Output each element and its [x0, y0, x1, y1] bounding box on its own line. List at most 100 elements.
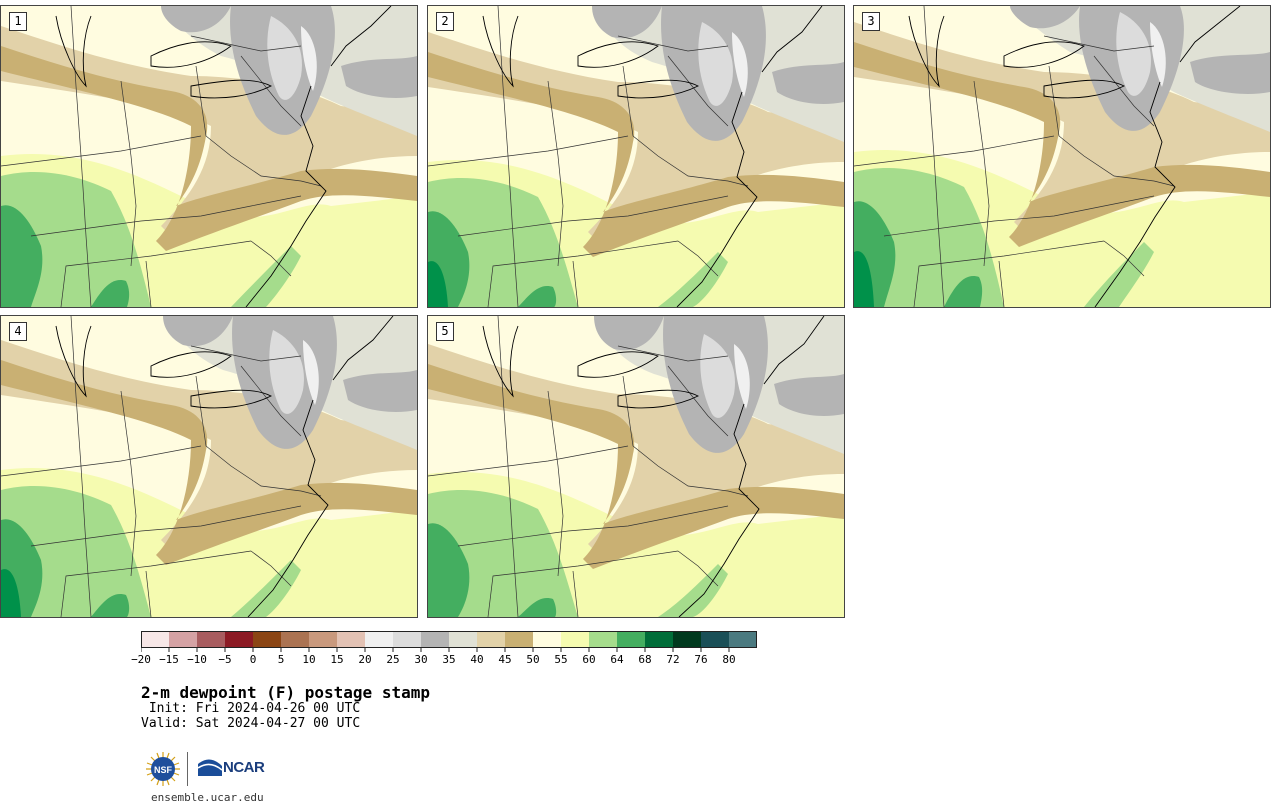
dewpoint-map-4 [1, 316, 417, 617]
colorbar-swatch [225, 631, 253, 648]
offshore-30-35-region [772, 62, 844, 104]
colorbar-tick-label: 60 [582, 653, 596, 666]
colorbar-tick-label: 64 [610, 653, 624, 666]
canada-30-35-region [592, 6, 662, 39]
coastlines [908, 6, 1241, 307]
state-border [195, 375, 302, 492]
colorbar-swatch [701, 631, 729, 648]
state-border [1093, 55, 1155, 127]
coastline [577, 41, 659, 68]
colorbar-tick-label: 72 [666, 653, 680, 666]
colorbar-tick-label: −10 [187, 653, 207, 666]
state-border [854, 135, 1055, 167]
colorbar-tick-label: 20 [358, 653, 372, 666]
ncar-mark-icon [198, 759, 222, 776]
colorbar-swatch [561, 631, 589, 648]
state-border [973, 80, 990, 267]
colorbar-tick-label: −5 [218, 653, 232, 666]
colorbar-tick-label: 35 [442, 653, 456, 666]
coastline [190, 79, 273, 99]
colorbar-tick-label: 50 [526, 653, 540, 666]
coastline [1043, 79, 1126, 99]
website-link[interactable]: ensemble.ucar.edu [151, 791, 264, 804]
dewpoint-map-2 [428, 6, 844, 307]
coastline [1179, 6, 1241, 63]
colorbar-tick-label: 80 [722, 653, 736, 666]
dewpoint-45-50-band [428, 364, 844, 569]
state-border [30, 505, 302, 547]
colorbar-swatch [421, 631, 449, 648]
dewpoint-25-30-region [269, 330, 304, 414]
dewpoint-20-25-region [303, 340, 319, 405]
colorbar-swatch [393, 631, 421, 648]
state-border [487, 550, 679, 617]
state-border [667, 365, 729, 437]
coastlines [482, 6, 823, 307]
colorbar-swatch [281, 631, 309, 648]
state-borders [1, 6, 322, 307]
canada-30-35-region [594, 316, 664, 351]
state-border [190, 345, 302, 362]
offshore-30-35-region [343, 370, 417, 412]
coastline [482, 325, 519, 398]
state-border [572, 260, 579, 307]
canada-30-35-region [161, 6, 231, 33]
colorbar-swatch [589, 631, 617, 648]
dewpoint-45-50-band [854, 42, 1270, 247]
colorbar-swatch [533, 631, 561, 648]
coastline [150, 41, 232, 68]
state-borders [428, 6, 749, 307]
colorbar-tick-label: 0 [249, 653, 257, 666]
colorbar-tick-label: 76 [694, 653, 708, 666]
state-border [622, 375, 729, 492]
colorbar-tick-label: 55 [554, 653, 568, 666]
colorbar-swatch [477, 631, 505, 648]
offshore-30-35-region [774, 374, 844, 416]
colorbar-frame [141, 631, 757, 648]
dewpoint-64-68-region [428, 523, 470, 617]
stamp-panel-2: 2 [427, 5, 845, 308]
coastline [676, 91, 758, 307]
dewpoint-45-50-band [428, 52, 844, 257]
panel-label-1: 1 [9, 12, 27, 31]
coastline [150, 351, 232, 378]
nsf-logo-text: NSF [154, 765, 173, 775]
colorbar-tick-label: 30 [414, 653, 428, 666]
state-border [1043, 35, 1155, 52]
colorbar-swatch [673, 631, 701, 648]
stamp-panel-4: 4 [0, 315, 418, 618]
offshore-30-35-region [341, 56, 417, 98]
colorbar-swatch [645, 631, 673, 648]
colorbar-swatch [449, 631, 477, 648]
coastline [482, 15, 519, 88]
state-border [883, 195, 1155, 237]
dewpoint-45-50-band [1, 46, 417, 251]
state-border [60, 550, 252, 617]
plot-title: 2-m dewpoint (F) postage stamp [141, 683, 430, 702]
state-border [667, 55, 729, 127]
offshore-30-35-region [1190, 52, 1270, 94]
state-border [622, 65, 729, 182]
state-border [250, 550, 292, 587]
dewpoint-25-30-region [698, 22, 733, 106]
dewpoint-25-30-region [1116, 12, 1151, 96]
coastline [908, 15, 945, 88]
panel-label-2: 2 [436, 12, 454, 31]
dewpoint-25-30-region [700, 334, 735, 418]
state-border [145, 260, 152, 307]
state-borders [428, 316, 749, 617]
dewpoint-map-5 [428, 316, 844, 617]
state-border [195, 65, 302, 182]
coastline [763, 316, 825, 385]
state-border [1153, 180, 1175, 187]
valid-time: Valid: Sat 2024-04-27 00 UTC [141, 716, 361, 731]
panel-label-3: 3 [862, 12, 880, 31]
coastline [761, 6, 823, 73]
dewpoint-64-68-patch [91, 280, 130, 307]
state-border [240, 365, 302, 437]
dewpoint-colorbar [141, 631, 757, 652]
coastlines [55, 6, 392, 307]
state-border [547, 390, 564, 577]
state-border [1, 135, 202, 167]
dewpoint-64-68-region [1, 205, 43, 307]
